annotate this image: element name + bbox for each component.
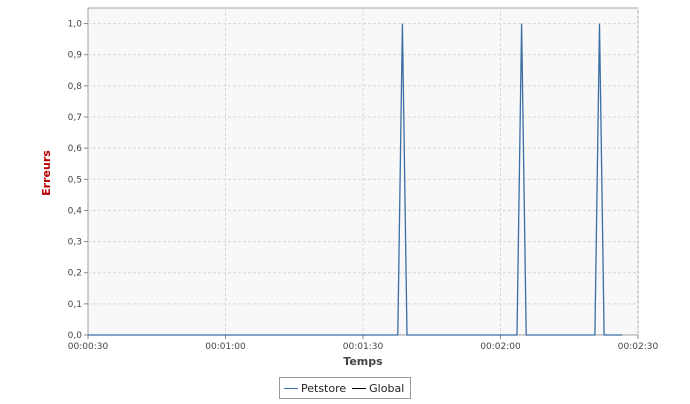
y-tick-label: 0,4 <box>68 206 83 216</box>
y-tick-label: 0,3 <box>68 238 82 248</box>
y-tick-label: 0,5 <box>68 175 82 185</box>
x-tick-label: 00:02:30 <box>618 342 659 352</box>
x-tick-label: 00:01:00 <box>205 342 246 352</box>
x-tick-label: 00:01:30 <box>343 342 384 352</box>
series-lines <box>88 23 622 336</box>
x-tick-label: 00:00:30 <box>68 342 109 352</box>
y-tick-label: 0,1 <box>68 300 82 310</box>
y-tick-label: 0,7 <box>68 113 82 123</box>
legend-item-petstore: Petstore <box>284 382 346 395</box>
legend-label-global: Global <box>369 381 405 395</box>
x-axis-title: Temps <box>343 355 383 368</box>
axes <box>84 23 639 339</box>
y-tick-label: 0,6 <box>68 144 83 154</box>
legend: Petstore Global <box>279 377 412 399</box>
grid-lines <box>88 8 639 335</box>
series-line-petstore <box>88 23 622 336</box>
y-axis-title: Erreurs <box>40 150 53 196</box>
legend-item-global: Global <box>352 382 404 395</box>
y-tick-label: 0,9 <box>68 51 83 61</box>
tick-labels: 0,0 0,1 0,2 0,3 0,4 0,5 0,6 0,7 0,8 0,9 1,0 00:00:3… <box>68 20 659 352</box>
legend-swatch-petstore <box>284 387 298 389</box>
legend-swatch-global <box>352 387 367 389</box>
y-tick-label: 0,2 <box>68 269 82 279</box>
y-tick-label: 0,0 <box>68 331 83 341</box>
y-tick-label: 0,8 <box>68 82 83 92</box>
y-tick-label: 1,0 <box>68 20 83 30</box>
x-tick-label: 00:02:00 <box>480 342 521 352</box>
legend-label-petstore: Petstore <box>301 381 347 395</box>
